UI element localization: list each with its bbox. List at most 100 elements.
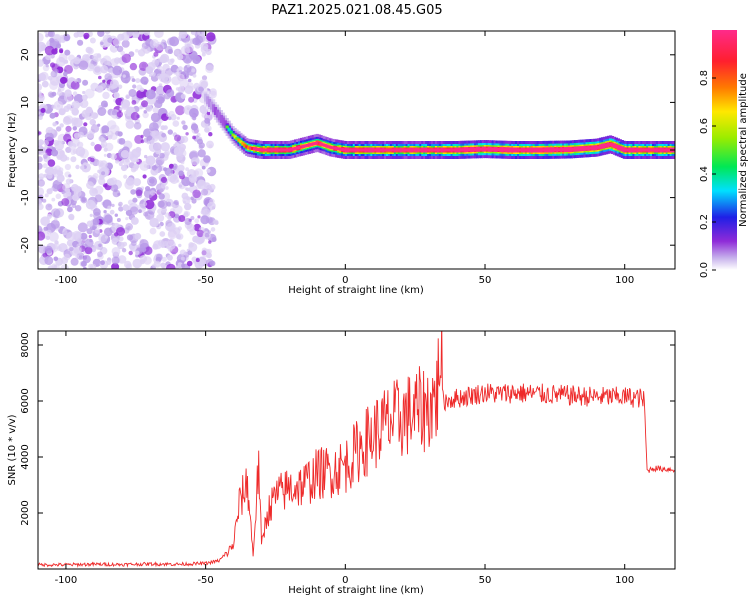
noise-blob bbox=[118, 161, 123, 167]
noise-blob bbox=[78, 60, 89, 70]
noise-blob bbox=[204, 232, 210, 238]
noise-blob bbox=[92, 65, 103, 76]
ridge-cell bbox=[350, 148, 354, 152]
ridge-cell bbox=[558, 148, 562, 152]
noise-blob bbox=[184, 43, 194, 54]
noise-blob bbox=[100, 65, 109, 74]
y-tick-label: 20 bbox=[20, 48, 31, 61]
ridge-cell bbox=[372, 148, 376, 152]
ridge-cell bbox=[229, 130, 233, 134]
noise-blob bbox=[125, 217, 129, 221]
noise-blob bbox=[38, 111, 41, 115]
ridge-cell bbox=[450, 148, 454, 152]
ridge-cell bbox=[221, 117, 225, 126]
ridge-cell bbox=[616, 145, 620, 149]
noise-blob bbox=[143, 81, 148, 85]
ridge-cell bbox=[325, 144, 329, 148]
noise-blob bbox=[206, 252, 212, 259]
x-tick-label: 100 bbox=[615, 275, 634, 286]
noise-blob bbox=[46, 213, 53, 219]
noise-blob bbox=[121, 248, 127, 253]
ridge-cell bbox=[405, 148, 409, 152]
noise-blob bbox=[152, 135, 158, 142]
ridge-cell bbox=[262, 148, 266, 152]
noise-blob bbox=[64, 163, 71, 171]
noise-blob bbox=[98, 75, 102, 80]
noise-blob bbox=[97, 169, 101, 174]
noise-blob bbox=[45, 203, 53, 211]
x-tick-label: 100 bbox=[615, 575, 634, 586]
noise-blob bbox=[133, 122, 142, 130]
noise-blob bbox=[208, 132, 213, 137]
ridge-cell bbox=[607, 143, 611, 147]
colorbar-gradient bbox=[712, 30, 737, 270]
noise-blob bbox=[97, 251, 103, 258]
noise-blob bbox=[161, 39, 165, 43]
noise-blob bbox=[175, 105, 185, 116]
y-tick-label: 2000 bbox=[20, 500, 31, 525]
noise-blob bbox=[100, 137, 106, 144]
ridge-cell bbox=[331, 146, 335, 150]
noise-blob bbox=[38, 59, 44, 67]
ridge-cell bbox=[479, 147, 484, 151]
ridge-cell bbox=[652, 148, 656, 152]
noise-blob bbox=[171, 76, 181, 86]
noise-blob bbox=[38, 94, 46, 101]
noise-blob bbox=[171, 203, 176, 208]
noise-blob bbox=[126, 234, 134, 241]
noise-blob bbox=[90, 202, 97, 208]
noise-blob bbox=[64, 64, 73, 74]
snr-panel: -100 -50 0 50 100 2000 4000 6000 8000 Height of … bbox=[7, 330, 676, 596]
ridge-cell bbox=[409, 148, 413, 152]
ridge-cell bbox=[460, 148, 464, 152]
noise-blob bbox=[80, 153, 84, 157]
ridge-cell bbox=[595, 146, 599, 150]
noise-blob bbox=[192, 73, 197, 78]
noise-blob bbox=[111, 262, 120, 269]
noise-blob bbox=[167, 116, 172, 121]
noise-blob bbox=[168, 247, 173, 252]
ridge-cell bbox=[609, 142, 613, 146]
noise-blob bbox=[145, 66, 154, 74]
noise-blob bbox=[181, 120, 186, 125]
noise-blob bbox=[136, 89, 146, 99]
noise-blob bbox=[100, 41, 104, 46]
noise-blob bbox=[205, 64, 214, 74]
noise-blob bbox=[76, 186, 82, 192]
ridge-cell bbox=[317, 141, 321, 145]
noise-blob bbox=[167, 37, 176, 46]
noise-blob bbox=[155, 95, 165, 105]
ridge-cell bbox=[270, 148, 274, 152]
ridge-cell bbox=[519, 148, 523, 152]
ridge-cell bbox=[266, 148, 270, 152]
ridge-cell bbox=[487, 147, 491, 151]
noise-blob bbox=[38, 231, 46, 241]
ridge-cell bbox=[286, 148, 290, 152]
ridge-cell bbox=[560, 148, 564, 152]
ridge-cell bbox=[431, 148, 435, 152]
snr-ticks: -100 -50 0 50 100 2000 4000 6000 8000 bbox=[20, 331, 675, 586]
noise-blob bbox=[99, 174, 105, 179]
noise-blob bbox=[160, 125, 166, 131]
ridge-cell bbox=[515, 148, 519, 152]
noise-blob bbox=[79, 102, 83, 107]
spectrogram-x-label: Height of straight line (km) bbox=[288, 285, 424, 296]
ridge-cell bbox=[294, 146, 298, 150]
noise-blob bbox=[131, 217, 139, 225]
noise-blob bbox=[105, 235, 109, 239]
noise-blob bbox=[111, 247, 121, 256]
ridge-layer bbox=[225, 125, 675, 152]
noise-blob bbox=[180, 160, 185, 165]
noise-blob bbox=[117, 131, 123, 137]
noise-blob bbox=[143, 246, 153, 255]
noise-blob bbox=[136, 84, 143, 91]
noise-blob bbox=[110, 184, 119, 192]
noise-blob bbox=[185, 211, 191, 217]
noise-blob bbox=[40, 216, 50, 226]
ridge-cell bbox=[556, 148, 560, 152]
ridge-cell bbox=[370, 148, 374, 152]
ridge-cell bbox=[429, 148, 433, 152]
noise-blob bbox=[107, 205, 112, 210]
noise-blob bbox=[92, 53, 102, 63]
